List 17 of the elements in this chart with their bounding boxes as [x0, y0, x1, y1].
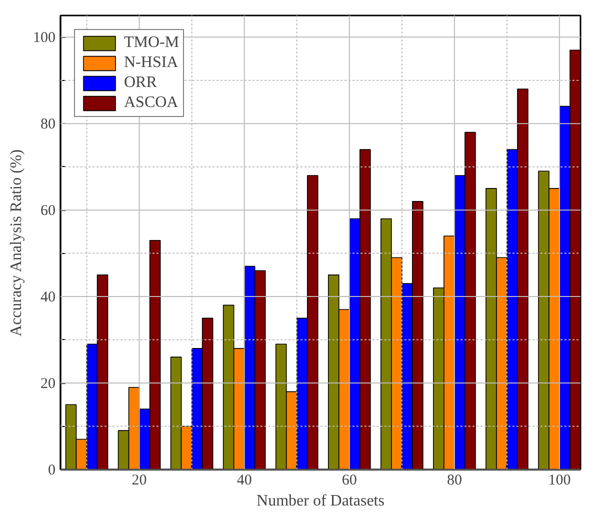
- y-tick-label: 100: [33, 30, 56, 46]
- x-tick-label: 60: [342, 472, 357, 488]
- y-tick-label: 0: [48, 462, 56, 478]
- legend-label: N-HSIA: [124, 54, 178, 72]
- y-tick-label: 60: [40, 203, 56, 220]
- y-axis-title: Accuracy Analysis Ratio (%): [8, 149, 25, 336]
- y-tick-label: 20: [40, 376, 56, 392]
- x-tick-label: 40: [236, 472, 252, 488]
- x-tick-label: 80: [446, 472, 462, 488]
- x-tick-label: 20: [132, 472, 147, 488]
- legend-label: ASCOA: [124, 94, 178, 112]
- x-tick-label: 100: [548, 472, 571, 488]
- x-axis-title: Number of Datasets: [256, 492, 384, 510]
- y-tick-label: 40: [40, 290, 56, 306]
- legend-label: ORR: [124, 74, 157, 92]
- y-tick-label: 80: [40, 116, 56, 133]
- legend-label: TMO-M: [124, 34, 180, 52]
